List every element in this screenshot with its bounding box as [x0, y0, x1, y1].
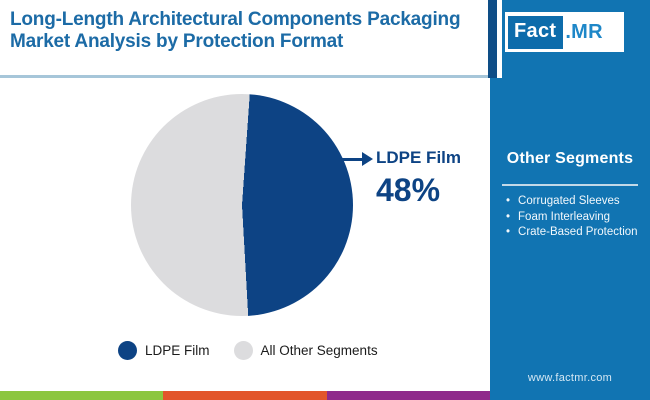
list-item: • Crate-Based Protection [506, 225, 648, 241]
legend-label: All Other Segments [260, 343, 378, 358]
footer-stripes [0, 391, 490, 400]
list-item-label: Corrugated Sleeves [518, 195, 620, 207]
header: Long-Length Architectural Components Pac… [0, 0, 488, 78]
factmr-logo[interactable]: Fact .MR [505, 12, 624, 52]
bullet-icon: • [506, 210, 511, 223]
page-title-line2: Market Analysis by Protection Format [10, 31, 344, 53]
callout-arrow-line [330, 158, 364, 161]
stripe-green [0, 391, 164, 400]
list-item-label: Crate-Based Protection [518, 226, 638, 238]
list-item: • Foam Interleaving [506, 210, 648, 226]
list-item-label: Foam Interleaving [518, 210, 611, 223]
pie-chart [131, 94, 353, 316]
callout-label: LDPE Film [376, 148, 462, 167]
website-link[interactable]: www.factmr.com [527, 372, 613, 384]
chart-legend: LDPE Film All Other Segments [118, 341, 378, 360]
legend-item: LDPE Film [118, 341, 210, 360]
header-accent-gap [497, 0, 502, 78]
list-item: • Corrugated Sleeves [506, 194, 648, 210]
logo-fact-text: Fact [508, 15, 564, 49]
legend-swatch-all-other-segments [233, 341, 253, 360]
sidebar-divider [502, 184, 638, 186]
callout-arrow-icon [362, 152, 373, 166]
legend-label: LDPE Film [145, 343, 210, 358]
page-title: Long-Length Architectural Components Pac… [0, 0, 488, 53]
bullet-icon: • [506, 226, 511, 238]
bullet-icon: • [506, 195, 511, 207]
stripe-orange [163, 391, 327, 400]
legend-item: All Other Segments [233, 341, 378, 360]
page-title-line1: Long-Length Architectural Components Pac… [10, 9, 461, 30]
stripe-purple [326, 391, 490, 400]
other-segments-list: • Corrugated Sleeves • Foam Interleaving… [506, 194, 648, 241]
header-divider-line [0, 75, 490, 78]
header-accent-bar [488, 0, 497, 78]
legend-swatch-ldpe-film [118, 341, 137, 360]
callout-value: 48% [376, 172, 441, 208]
sidebar: Fact .MR Other Segments • Corrugated Sle… [490, 0, 650, 400]
other-segments-heading: Other Segments [506, 150, 634, 167]
logo-mr-text: .MR [565, 20, 603, 43]
